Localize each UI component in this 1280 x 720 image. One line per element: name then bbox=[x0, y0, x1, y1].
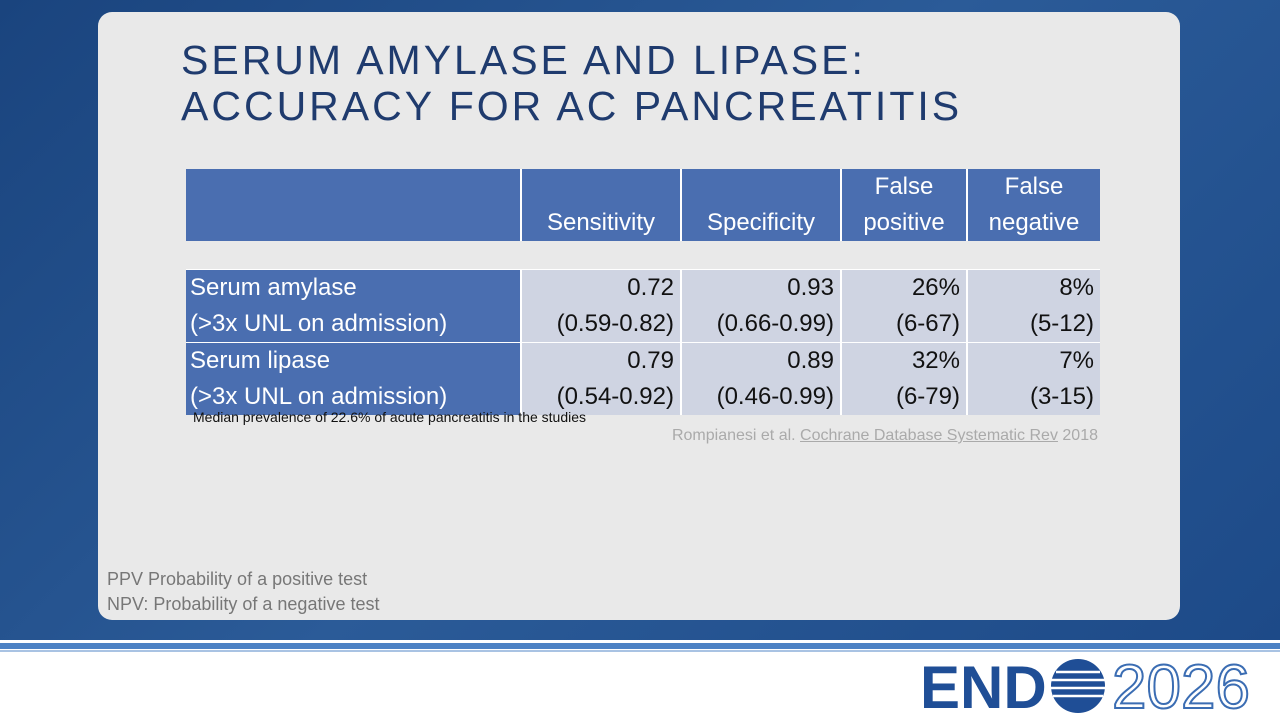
value-cell: 8% (5-12) bbox=[966, 269, 1100, 343]
accuracy-table: Sensitivity Specificity False positive F… bbox=[186, 169, 1100, 415]
slide-title: SERUM AMYLASE AND LIPASE: bbox=[181, 37, 866, 83]
note: PPV Probability of a positive test bbox=[107, 569, 368, 589]
header-cell: False negative bbox=[966, 169, 1100, 241]
row-sublabel-text: (>3x UNL on admission) bbox=[190, 383, 448, 410]
cell-value: 32% bbox=[911, 347, 960, 374]
cell-value: 0.89 bbox=[787, 347, 834, 374]
value-cell: 26% (6-67) bbox=[840, 269, 967, 343]
cell-range: (3-15) bbox=[1029, 383, 1094, 410]
cell-range: (5-12) bbox=[1029, 310, 1094, 337]
value-cell: 0.93 (0.66-0.99) bbox=[680, 269, 841, 343]
cell-value: 0.72 bbox=[627, 274, 674, 301]
cell-range: (0.46-0.99) bbox=[716, 383, 834, 410]
cell-range: (0.66-0.99) bbox=[716, 310, 834, 337]
logo-year: 2026 bbox=[1112, 653, 1250, 720]
cell-value: 0.79 bbox=[627, 347, 674, 374]
header-row: Sensitivity Specificity False positive F… bbox=[186, 169, 1100, 241]
value-cell: 0.79 (0.54-0.92) bbox=[520, 342, 681, 415]
citation-authors: Rompianesi et al. bbox=[671, 427, 796, 444]
cell-range: (0.59-0.82) bbox=[556, 310, 674, 337]
logo-globe bbox=[1051, 659, 1105, 713]
spacer-row bbox=[186, 241, 1100, 270]
header-cell: False positive bbox=[840, 169, 967, 241]
logo: END 2026 bbox=[920, 652, 1251, 720]
slide-title: ACCURACY FOR AC PANCREATITIS bbox=[181, 83, 963, 129]
cell-range: (0.54-0.92) bbox=[556, 383, 674, 410]
row-sublabel-text: (>3x UNL on admission) bbox=[190, 310, 448, 337]
header-cell: Sensitivity bbox=[520, 169, 681, 241]
logo-brand: END bbox=[920, 654, 1047, 720]
row-label: Serum lipase (>3x UNL on admission) bbox=[186, 342, 521, 415]
value-cell: 32% (6-79) bbox=[840, 342, 967, 415]
cell-value: 8% bbox=[1059, 274, 1094, 301]
header-cell: Specificity bbox=[680, 169, 841, 241]
cell-range: (6-79) bbox=[895, 383, 960, 410]
row-label: Serum amylase (>3x UNL on admission) bbox=[186, 269, 521, 343]
header-cell bbox=[186, 169, 521, 241]
cell-range: (6-67) bbox=[895, 310, 960, 337]
cell-value: 7% bbox=[1059, 347, 1094, 374]
table-row: Serum lipase (>3x UNL on admission) 0.79 (0… bbox=[186, 342, 1100, 415]
value-cell: 7% (3-15) bbox=[966, 342, 1100, 415]
value-cell: 0.72 (0.59-0.82) bbox=[520, 269, 681, 343]
citation: Rompianesi et al. Cochrane Database Syst… bbox=[672, 427, 1098, 445]
row-label-text: Serum amylase bbox=[190, 274, 357, 301]
citation-year: 2018 bbox=[1062, 427, 1098, 444]
footnote: Median prevalence of 22.6% of acute panc… bbox=[193, 409, 587, 425]
table-row: Serum amylase (>3x UNL on admission) 0.72 (… bbox=[186, 269, 1100, 343]
value-cell: 0.89 (0.46-0.99) bbox=[680, 342, 841, 415]
cell-value: 0.93 bbox=[787, 274, 834, 301]
row-label-text: Serum lipase bbox=[190, 347, 331, 374]
note: NPV: Probability of a negative test bbox=[107, 594, 380, 614]
citation-journal[interactable]: Cochrane Database Systematic Rev bbox=[800, 427, 1058, 444]
cell-value: 26% bbox=[911, 274, 960, 301]
